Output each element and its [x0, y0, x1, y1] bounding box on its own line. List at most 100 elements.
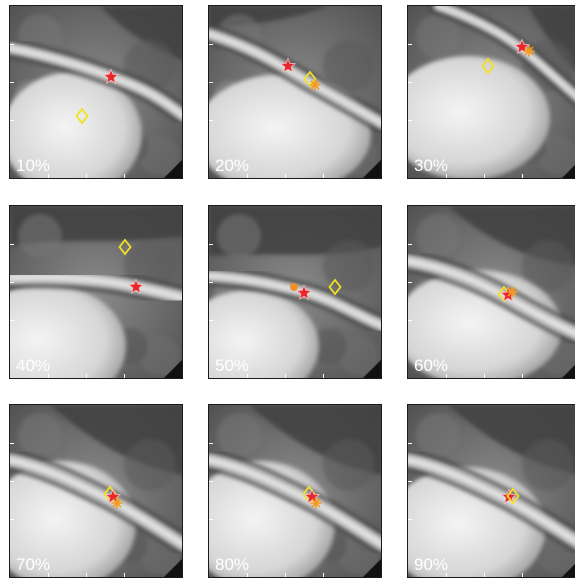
ct-scan-image — [408, 206, 575, 378]
axis-tick — [86, 573, 87, 577]
diamond-marker-icon — [506, 487, 520, 505]
axis-tick — [209, 481, 213, 482]
axis-tick — [446, 174, 447, 178]
axis-tick — [408, 82, 412, 83]
axis-tick — [408, 481, 412, 482]
axis-tick — [209, 519, 213, 520]
corner-wedge — [562, 160, 575, 178]
axis-tick — [323, 374, 324, 378]
axis-tick — [247, 374, 248, 378]
phase-label: 40% — [16, 356, 51, 375]
axis-tick — [408, 282, 412, 283]
phase-label: 50% — [215, 356, 250, 375]
axis-tick — [484, 374, 485, 378]
corner-wedge — [562, 360, 575, 378]
diamond-marker-icon — [481, 57, 495, 75]
corner-wedge — [562, 559, 575, 577]
axis-tick — [408, 519, 412, 520]
axis-tick — [285, 573, 286, 577]
asterisk-marker-icon — [506, 286, 518, 298]
axis-tick — [408, 244, 412, 245]
axis-tick — [48, 573, 49, 577]
axis-tick — [209, 120, 213, 121]
axis-tick — [48, 374, 49, 378]
phase-label: 10% — [16, 156, 51, 175]
diamond-marker-icon — [75, 107, 89, 125]
asterisk-marker-icon — [310, 497, 322, 509]
axis-tick — [10, 519, 14, 520]
axis-tick — [10, 120, 14, 121]
asterisk-marker-icon — [523, 45, 535, 57]
star-marker-icon — [104, 488, 122, 504]
marker-overlay — [118, 238, 145, 294]
axis-tick — [247, 573, 248, 577]
phase-label: 60% — [414, 356, 449, 375]
axis-tick — [124, 573, 125, 577]
axis-tick — [10, 44, 14, 45]
axis-tick — [446, 573, 447, 577]
axis-tick — [10, 481, 14, 482]
star-marker-icon — [295, 284, 313, 300]
corner-wedge — [363, 360, 381, 378]
ct-panel-80: 80% — [208, 404, 382, 578]
marker-overlay — [497, 285, 518, 303]
axis-tick — [285, 174, 286, 178]
axis-tick — [408, 120, 412, 121]
ct-panel-70: 70% — [9, 404, 183, 578]
ct-scan-image — [10, 6, 182, 178]
axis-tick — [209, 282, 213, 283]
axis-tick — [522, 374, 523, 378]
ct-panel-40: 40% — [9, 205, 183, 379]
axis-tick — [408, 320, 412, 321]
asterisk-marker-icon — [309, 79, 321, 91]
asterisk-marker-icon — [111, 497, 123, 509]
marker-overlay — [103, 485, 123, 509]
corner-wedge — [363, 559, 381, 577]
ct-panel-60: 60% — [407, 205, 575, 379]
ct-scan-image — [408, 6, 575, 178]
axis-tick — [10, 443, 14, 444]
axis-tick — [522, 174, 523, 178]
axis-tick — [209, 44, 213, 45]
axis-tick — [285, 374, 286, 378]
axis-tick — [209, 82, 213, 83]
axis-tick — [124, 174, 125, 178]
axis-tick — [10, 244, 14, 245]
axis-tick — [209, 443, 213, 444]
star-marker-icon — [513, 38, 531, 54]
diamond-marker-icon — [328, 278, 342, 296]
axis-tick — [209, 244, 213, 245]
axis-tick — [323, 174, 324, 178]
ct-panel-90: 90% — [407, 404, 575, 578]
phase-label: 20% — [215, 156, 250, 175]
phase-label: 90% — [414, 555, 449, 574]
marker-overlay — [500, 487, 520, 505]
axis-tick — [323, 573, 324, 577]
axis-tick — [247, 174, 248, 178]
corner-wedge — [164, 160, 182, 178]
corner-wedge — [363, 160, 381, 178]
corner-wedge — [164, 559, 182, 577]
axis-tick — [522, 573, 523, 577]
axis-tick — [10, 320, 14, 321]
ct-scan-image — [10, 206, 182, 378]
ct-panel-10: 10% — [9, 5, 183, 179]
axis-tick — [86, 374, 87, 378]
axis-tick — [484, 174, 485, 178]
ct-scan-image — [209, 206, 381, 378]
star-marker-icon — [127, 278, 145, 294]
marker-overlay — [290, 278, 342, 300]
marker-overlay — [279, 57, 321, 91]
ct-panel-20: 20% — [208, 5, 382, 179]
marker-overlay — [75, 68, 120, 125]
ct-panel-50: 50% — [208, 205, 382, 379]
star-marker-icon — [279, 57, 297, 73]
phase-label: 80% — [215, 555, 250, 574]
axis-tick — [86, 174, 87, 178]
axis-tick — [48, 174, 49, 178]
star-marker-icon — [102, 68, 120, 84]
phase-label: 30% — [414, 156, 449, 175]
axis-tick — [209, 320, 213, 321]
star-marker-icon — [303, 488, 321, 504]
axis-tick — [408, 44, 412, 45]
